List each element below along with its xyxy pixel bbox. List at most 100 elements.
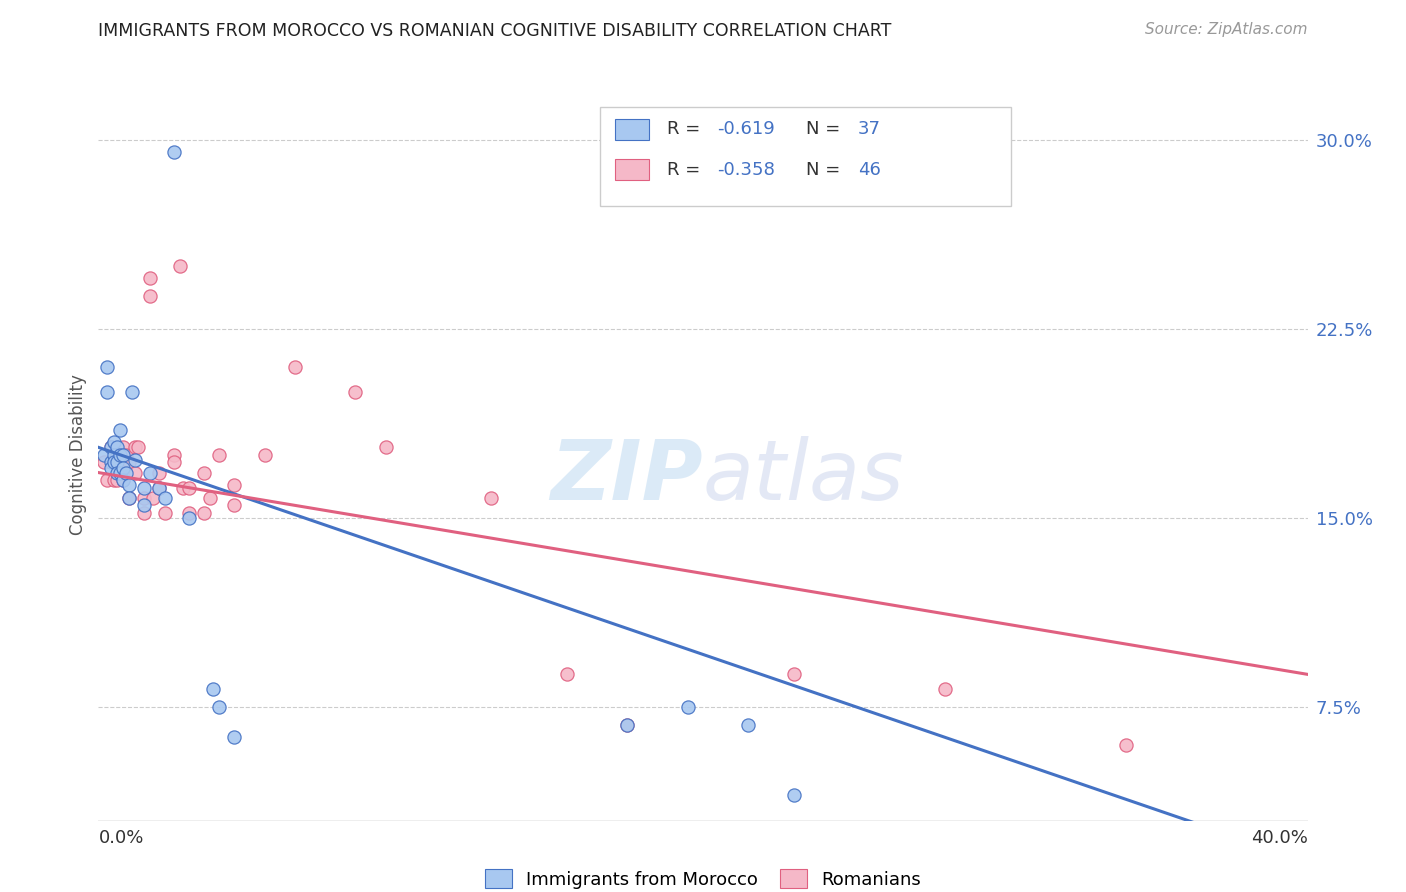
Point xyxy=(344,384,367,399)
FancyBboxPatch shape xyxy=(614,160,648,180)
Point xyxy=(103,473,125,487)
Point xyxy=(103,455,125,469)
Point xyxy=(93,455,115,469)
Point xyxy=(111,441,134,455)
Point xyxy=(148,466,170,480)
Point xyxy=(783,789,806,803)
Point xyxy=(105,441,128,455)
Point xyxy=(93,448,115,462)
Point xyxy=(105,455,128,469)
Text: 0.0%: 0.0% xyxy=(98,829,143,847)
Text: N =: N = xyxy=(806,161,846,178)
Point xyxy=(202,682,225,697)
Point xyxy=(253,448,276,462)
Point xyxy=(193,506,215,520)
FancyBboxPatch shape xyxy=(600,108,1011,206)
Point xyxy=(96,384,118,399)
Text: 37: 37 xyxy=(858,120,880,138)
Point xyxy=(616,718,638,732)
Text: N =: N = xyxy=(806,120,846,138)
Point xyxy=(118,478,141,492)
Point xyxy=(153,506,176,520)
Point xyxy=(284,359,307,374)
Text: IMMIGRANTS FROM MOROCCO VS ROMANIAN COGNITIVE DISABILITY CORRELATION CHART: IMMIGRANTS FROM MOROCCO VS ROMANIAN COGN… xyxy=(98,22,891,40)
Point xyxy=(179,481,201,495)
Point xyxy=(193,466,215,480)
Point xyxy=(374,441,396,455)
Point xyxy=(124,453,146,467)
Text: -0.619: -0.619 xyxy=(717,120,775,138)
Point xyxy=(481,491,503,505)
Point xyxy=(111,473,134,487)
Point xyxy=(121,384,143,399)
Point xyxy=(179,511,201,525)
Point xyxy=(169,259,191,273)
Point xyxy=(676,700,699,714)
Text: 46: 46 xyxy=(858,161,880,178)
Point xyxy=(224,499,246,513)
Point xyxy=(100,455,122,469)
Point xyxy=(111,473,134,487)
Point xyxy=(96,473,118,487)
Point xyxy=(224,478,246,492)
Point xyxy=(163,145,186,160)
Point xyxy=(139,289,162,303)
Point xyxy=(132,499,155,513)
Point xyxy=(111,460,134,475)
Point xyxy=(105,448,128,462)
Point xyxy=(139,466,162,480)
Point xyxy=(118,491,141,505)
Legend: Immigrants from Morocco, Romanians: Immigrants from Morocco, Romanians xyxy=(478,862,928,892)
Point xyxy=(100,441,122,455)
Point xyxy=(179,506,201,520)
Point xyxy=(208,700,231,714)
Point xyxy=(132,491,155,505)
Point xyxy=(163,448,186,462)
Point xyxy=(737,718,759,732)
Point xyxy=(118,455,141,469)
Point xyxy=(153,491,176,505)
Point xyxy=(124,466,146,480)
Point xyxy=(111,448,134,462)
Point xyxy=(108,460,131,475)
Point xyxy=(114,448,136,462)
Text: 40.0%: 40.0% xyxy=(1251,829,1308,847)
Y-axis label: Cognitive Disability: Cognitive Disability xyxy=(69,375,87,535)
Point xyxy=(108,448,131,462)
Text: R =: R = xyxy=(666,161,706,178)
Text: R =: R = xyxy=(666,120,706,138)
Point xyxy=(105,466,128,480)
Point xyxy=(224,731,246,745)
Point xyxy=(934,682,956,697)
Point xyxy=(1115,738,1137,752)
Point xyxy=(124,441,146,455)
Point xyxy=(103,455,125,469)
Point xyxy=(100,460,122,475)
Point xyxy=(108,466,131,480)
Point xyxy=(200,491,222,505)
Point xyxy=(118,491,141,505)
Point xyxy=(96,359,118,374)
Point xyxy=(139,271,162,285)
Point xyxy=(783,667,806,681)
FancyBboxPatch shape xyxy=(614,120,648,140)
Text: atlas: atlas xyxy=(703,436,904,517)
Point xyxy=(616,718,638,732)
Point xyxy=(127,441,149,455)
Point xyxy=(142,491,165,505)
Text: Source: ZipAtlas.com: Source: ZipAtlas.com xyxy=(1144,22,1308,37)
Point xyxy=(163,455,186,469)
Point xyxy=(103,448,125,462)
Point xyxy=(208,448,231,462)
Point xyxy=(100,441,122,455)
Point xyxy=(172,481,194,495)
Point xyxy=(132,506,155,520)
Point xyxy=(108,423,131,437)
Text: ZIP: ZIP xyxy=(550,436,703,517)
Point xyxy=(103,435,125,450)
Point xyxy=(148,481,170,495)
Point xyxy=(114,466,136,480)
Point xyxy=(555,667,578,681)
Point xyxy=(132,481,155,495)
Point xyxy=(148,481,170,495)
